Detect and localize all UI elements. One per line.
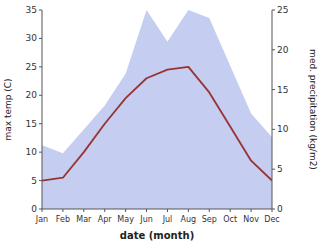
- y2-axis-label: med. precipitation (kg/m2): [308, 49, 318, 170]
- y2-tick: [272, 89, 275, 90]
- x-tick: [230, 209, 231, 212]
- data-group: [42, 10, 272, 209]
- y-tick-label: 5: [31, 176, 37, 186]
- y-tick: [39, 95, 42, 96]
- x-tick: [42, 209, 43, 212]
- x-tick-label: Jul: [162, 215, 173, 224]
- y-tick-label: 10: [26, 147, 38, 157]
- y2-tick: [272, 129, 275, 130]
- line: [42, 67, 272, 181]
- area: [42, 10, 272, 209]
- y2-tick-label: 0: [277, 204, 283, 214]
- y2-axis-line: [272, 10, 273, 209]
- x-tick: [188, 209, 189, 212]
- x-tick-label: Oct: [223, 215, 237, 224]
- x-tick-label: Dec: [264, 215, 279, 224]
- x-axis-line: [42, 209, 272, 210]
- x-tick: [251, 209, 252, 212]
- y2-tick-label: 25: [277, 5, 288, 15]
- y2-tick-label: 5: [277, 164, 283, 174]
- x-axis-label: date (month): [120, 230, 194, 241]
- x-tick-label: Sep: [202, 215, 217, 224]
- y-tick: [39, 66, 42, 67]
- y-axis-line: [42, 10, 43, 209]
- y2-tick: [272, 169, 275, 170]
- y-tick-label: 30: [26, 33, 38, 43]
- y-axis-label: max temp (C): [3, 78, 13, 140]
- y-tick: [39, 180, 42, 181]
- y-tick-label: 35: [26, 5, 37, 15]
- chart: 0 5 10 15 20 25 30 35 0 5 10 15 20 25 Jan Feb Mar Apr May J…: [0, 0, 318, 247]
- y-tick: [39, 152, 42, 153]
- y-tick-label: 20: [26, 90, 38, 100]
- y-tick-label: 15: [26, 119, 37, 129]
- y2-tick: [272, 49, 275, 50]
- x-tick: [146, 209, 147, 212]
- x-tick: [209, 209, 210, 212]
- x-tick: [167, 209, 168, 212]
- y-tick-label: 0: [31, 204, 37, 214]
- x-tick-label: Feb: [56, 215, 70, 224]
- x-tick-label: Apr: [98, 215, 113, 224]
- x-tick-label: May: [117, 215, 134, 224]
- x-tick-label: Aug: [181, 215, 197, 224]
- y2-tick-label: 10: [277, 124, 289, 134]
- x-tick-label: Mar: [76, 215, 92, 224]
- x-tick: [125, 209, 126, 212]
- x-tick-label: Jan: [35, 215, 48, 224]
- x-tick: [83, 209, 84, 212]
- x-tick-label: Jun: [139, 215, 153, 224]
- y2-tick: [272, 10, 275, 11]
- y2-tick-label: 15: [277, 85, 288, 95]
- y-tick: [39, 10, 42, 11]
- x-tick-label: Nov: [243, 215, 259, 224]
- x-tick: [104, 209, 105, 212]
- y-tick: [39, 123, 42, 124]
- x-tick: [62, 209, 63, 212]
- y-tick-label: 25: [26, 62, 37, 72]
- background: [0, 0, 318, 247]
- y2-tick-label: 20: [277, 45, 289, 55]
- x-tick: [272, 209, 273, 212]
- y-tick: [39, 38, 42, 39]
